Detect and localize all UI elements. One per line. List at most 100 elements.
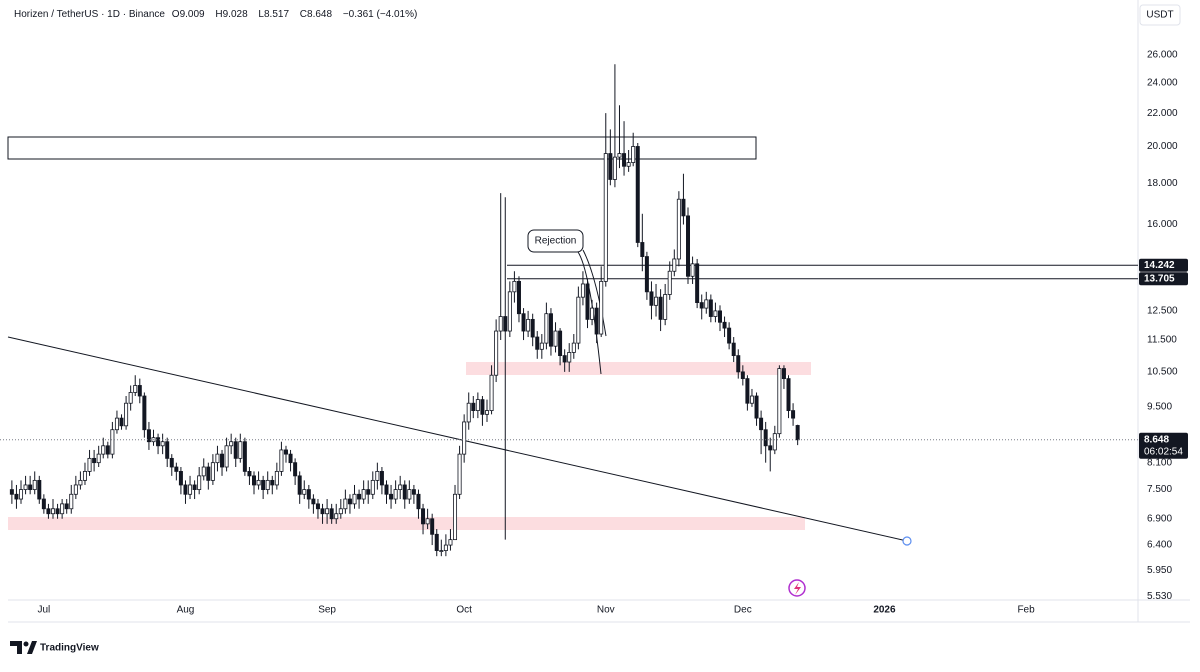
candle-body: [297, 475, 302, 495]
candle-body: [192, 484, 197, 490]
candle-body: [114, 417, 119, 431]
candle-body: [434, 533, 439, 551]
candle-body: [526, 318, 531, 332]
annotation-pointer: [577, 251, 602, 375]
candle-body: [183, 484, 188, 495]
y-tick-label: 26.000: [1147, 49, 1178, 60]
countdown-label: 06:02:54: [1144, 446, 1183, 457]
ohlc-key: L: [258, 9, 264, 20]
y-tick-label: 11.500: [1147, 335, 1177, 346]
candle-body: [686, 215, 691, 277]
y-tick-label: 9.500: [1147, 402, 1172, 413]
candle-body: [599, 280, 604, 335]
candle-body: [311, 498, 316, 505]
y-tick-label: 6.400: [1147, 540, 1172, 551]
ohlc-value: 8.648: [307, 9, 333, 20]
price-line-label: 13.705: [1144, 273, 1175, 284]
candle-body: [672, 258, 677, 272]
candle-body: [494, 330, 499, 376]
candle-body: [530, 318, 535, 338]
candle-body: [791, 410, 796, 419]
y-tick-label: 7.500: [1147, 484, 1172, 495]
candle-body: [233, 441, 238, 459]
candle-body: [795, 425, 800, 441]
candle-body: [558, 330, 563, 357]
candle-body: [777, 368, 782, 435]
candle-body: [772, 433, 777, 451]
candle-body: [265, 479, 270, 490]
candle-body: [124, 402, 129, 427]
candle-body: [274, 471, 279, 486]
candle-body: [786, 378, 791, 411]
candle-body: [329, 508, 334, 520]
y-tick-label: 5.950: [1147, 565, 1172, 576]
candle-body: [379, 471, 384, 486]
y-tick-label: 5.530: [1147, 591, 1172, 602]
currency-label: USDT: [1146, 10, 1173, 21]
brand-name: TradingView: [40, 643, 99, 654]
candle-body: [32, 479, 37, 490]
ohlc: O9.009: [172, 9, 209, 20]
candle-body: [567, 352, 572, 363]
candle-body: [535, 336, 540, 350]
candle-body: [585, 283, 590, 320]
candle-body: [338, 508, 343, 515]
candle-body: [293, 462, 298, 477]
candle-body: [110, 429, 115, 455]
candle-body: [178, 471, 183, 486]
candle-body: [165, 441, 170, 459]
candle-body: [553, 330, 558, 347]
candle-body: [781, 368, 786, 380]
candle-body: [430, 518, 435, 535]
candle-body: [347, 498, 352, 505]
candle-body: [768, 445, 773, 451]
candle-body: [279, 449, 284, 472]
candle-body: [480, 399, 485, 415]
y-tick-label: 20.000: [1147, 141, 1178, 152]
y-tick-label: 6.900: [1147, 513, 1172, 524]
annotation-pointer: [582, 249, 607, 337]
candle-body: [343, 498, 348, 510]
candle-body: [644, 256, 649, 293]
candle-body: [160, 441, 165, 447]
candle-body: [612, 156, 617, 180]
candle-body: [649, 291, 654, 306]
candle-body: [92, 457, 97, 464]
candle-body: [690, 263, 695, 277]
candle-body: [19, 489, 24, 500]
ohlc-value: 8.517: [263, 9, 290, 20]
candle-body: [754, 395, 759, 419]
x-tick-label: 2026: [873, 605, 896, 616]
candle-body: [407, 489, 412, 500]
ohlc-value: 9.009: [179, 9, 205, 20]
candle-body: [749, 395, 754, 404]
last-price-label: 8.648: [1144, 434, 1169, 445]
candle-body: [663, 294, 668, 320]
candle-body: [133, 385, 138, 393]
candle-body: [626, 162, 631, 167]
x-tick-label: Oct: [456, 605, 472, 616]
ohlc: L8.517: [258, 9, 293, 20]
candle-body: [220, 453, 225, 468]
candle-body: [736, 355, 741, 373]
candle-body: [484, 410, 489, 415]
candle-body: [206, 466, 211, 481]
candle-body: [247, 471, 252, 477]
candle-body: [507, 291, 512, 332]
candle-body: [101, 445, 106, 455]
candle-body: [580, 283, 585, 298]
candle-body: [370, 479, 375, 495]
candle-body: [516, 280, 521, 315]
candle-body: [215, 453, 220, 464]
candle-body: [210, 462, 215, 481]
candle-body: [475, 399, 480, 411]
y-tick-label: 10.500: [1147, 367, 1178, 378]
x-tick-label: Dec: [734, 605, 752, 616]
ohlc-key: C: [299, 9, 308, 20]
candle-body: [402, 484, 407, 500]
candle-body: [608, 153, 613, 180]
candle-body: [201, 466, 206, 477]
candle-body: [759, 417, 764, 431]
candle-body: [745, 378, 750, 404]
